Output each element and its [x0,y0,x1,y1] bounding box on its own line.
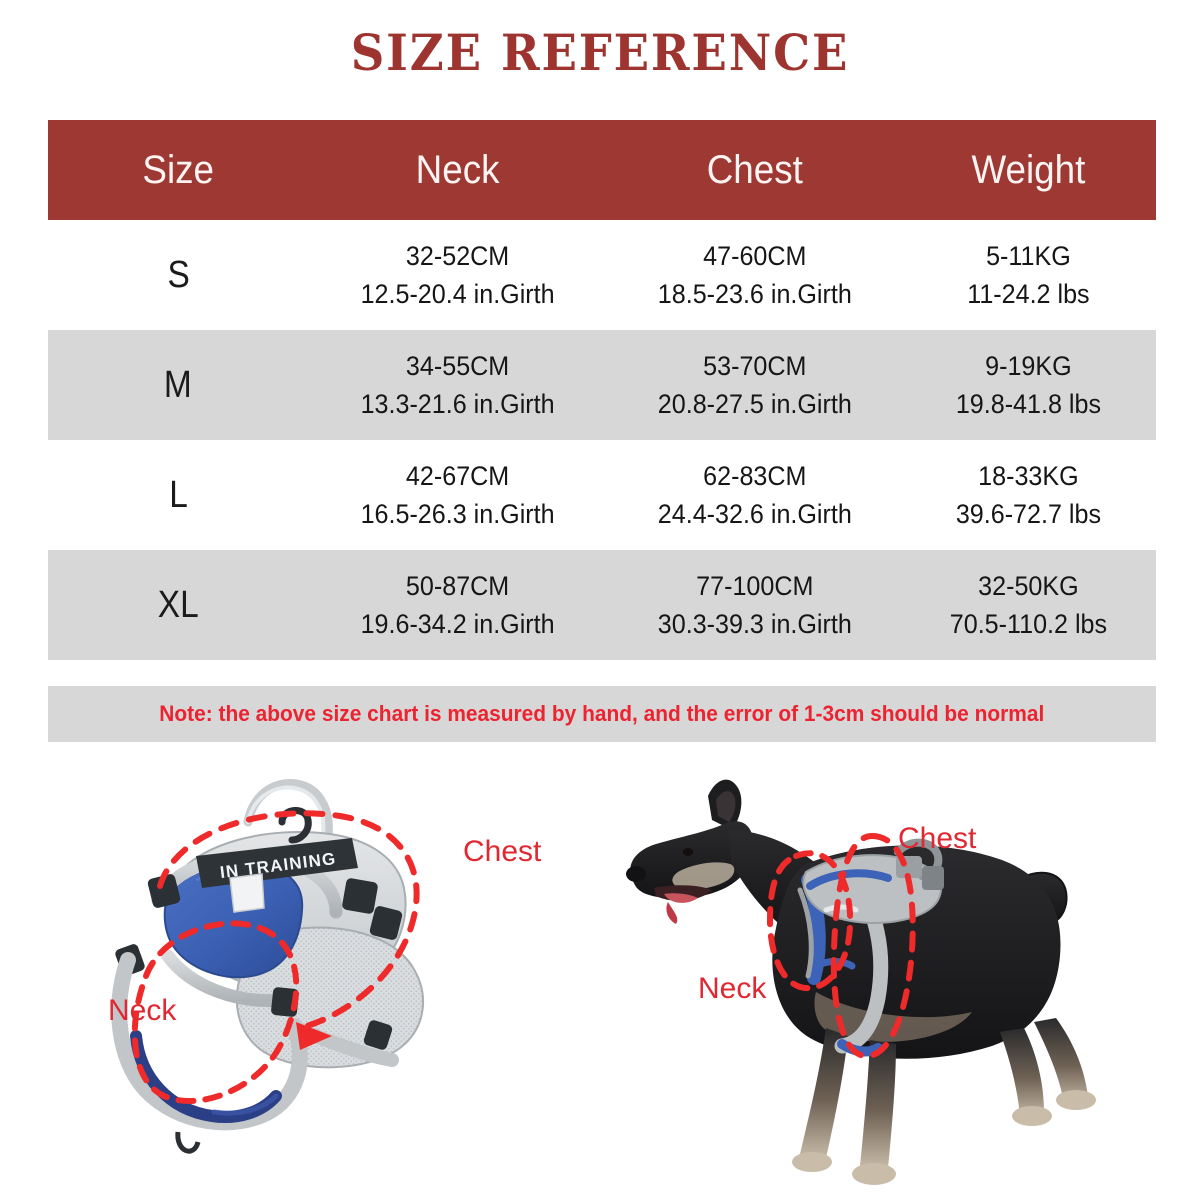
table-header-row: Size Neck Chest Weight [48,120,1156,220]
column-header-size: Size [142,147,214,192]
column-header-chest: Chest [706,147,803,192]
chest-cm: 53-70CM [702,350,806,381]
chest-in: 20.8-27.5 in.Girth [657,389,852,419]
neck-in: 12.5-20.4 in.Girth [360,279,555,309]
column-header-neck: Neck [416,147,500,192]
table-row: M 34-55CM 13.3-21.6 in.Girth 53-70CM 20.… [48,330,1156,440]
size-chart-note: Note: the above size chart is measured b… [48,686,1156,742]
note-text: Note: the above size chart is measured b… [159,701,1045,726]
cell-weight: 18-33KG 39.6-72.7 lbs [901,457,1156,534]
column-header-weight: Weight [971,147,1086,192]
chest-cm: 77-100CM [695,570,813,601]
size-label: M [164,363,193,406]
dog-neck-label: Neck [698,972,767,1005]
cell-weight: 5-11KG 11-24.2 lbs [901,237,1156,314]
weight-kg: 18-33KG [978,460,1079,491]
weight-kg: 32-50KG [978,570,1079,601]
cell-size: L [48,474,308,517]
chest-in: 30.3-39.3 in.Girth [657,609,852,639]
cell-size: XL [48,584,308,627]
cell-weight: 9-19KG 19.8-41.8 lbs [901,347,1156,424]
cell-chest: 53-70CM 20.8-27.5 in.Girth [608,347,902,424]
harness-product-figure: IN TRAINING [0,760,620,1200]
cell-neck: 50-87CM 19.6-34.2 in.Girth [308,567,607,644]
cell-chest: 62-83CM 24.4-32.6 in.Girth [608,457,902,534]
table-row: XL 50-87CM 19.6-34.2 in.Girth 77-100CM 3… [48,550,1156,660]
dog-chest-measure-dashed-line [830,832,916,1059]
weight-lbs: 70.5-110.2 lbs [949,609,1108,639]
cell-size: M [48,364,308,407]
table-row: S 32-52CM 12.5-20.4 in.Girth 47-60CM 18.… [48,220,1156,330]
dog-wearing-harness-figure: Chest Neck [620,760,1200,1200]
page-title: SIZE REFERENCE [350,23,850,82]
chest-cm: 47-60CM [702,240,806,271]
size-label: S [167,253,190,296]
table-row: L 42-67CM 16.5-26.3 in.Girth 62-83CM 24.… [48,440,1156,550]
chest-in: 18.5-23.6 in.Girth [657,279,852,309]
neck-measure-dashed-line [131,920,300,1104]
dog-chest-label: Chest [898,822,977,855]
cell-size: S [48,254,308,297]
weight-lbs: 11-24.2 lbs [967,279,1090,309]
neck-cm: 50-87CM [406,570,510,601]
weight-kg: 5-11KG [986,240,1071,271]
size-label: L [168,473,188,516]
cell-chest: 47-60CM 18.5-23.6 in.Girth [608,237,902,314]
neck-in: 19.6-34.2 in.Girth [360,609,555,639]
harness-illustration: IN TRAINING [111,779,424,1154]
cell-neck: 34-55CM 13.3-21.6 in.Girth [308,347,607,424]
chest-in: 24.4-32.6 in.Girth [657,499,852,529]
harness-chest-label: Chest [463,835,542,868]
neck-cm: 32-52CM [406,240,510,271]
weight-kg: 9-19KG [985,350,1072,381]
weight-lbs: 39.6-72.7 lbs [955,499,1102,529]
chest-measure-arrow [296,1022,332,1050]
neck-in: 16.5-26.3 in.Girth [360,499,555,529]
size-label: XL [157,583,199,626]
chest-measure-dashed-line [157,810,420,1031]
dog-illustration [626,779,1096,1185]
neck-cm: 34-55CM [406,350,510,381]
cell-weight: 32-50KG 70.5-110.2 lbs [901,567,1156,644]
cell-chest: 77-100CM 30.3-39.3 in.Girth [608,567,902,644]
weight-lbs: 19.8-41.8 lbs [955,389,1102,419]
measurement-figures: IN TRAINING [0,760,1200,1200]
neck-in: 13.3-21.6 in.Girth [360,389,555,419]
chest-cm: 62-83CM [702,460,806,491]
neck-cm: 42-67CM [406,460,510,491]
cell-neck: 32-52CM 12.5-20.4 in.Girth [308,237,607,314]
cell-neck: 42-67CM 16.5-26.3 in.Girth [308,457,607,534]
harness-neck-label: Neck [108,994,177,1027]
size-reference-table: Size Neck Chest Weight S 32-52CM 12.5-20… [48,120,1156,660]
